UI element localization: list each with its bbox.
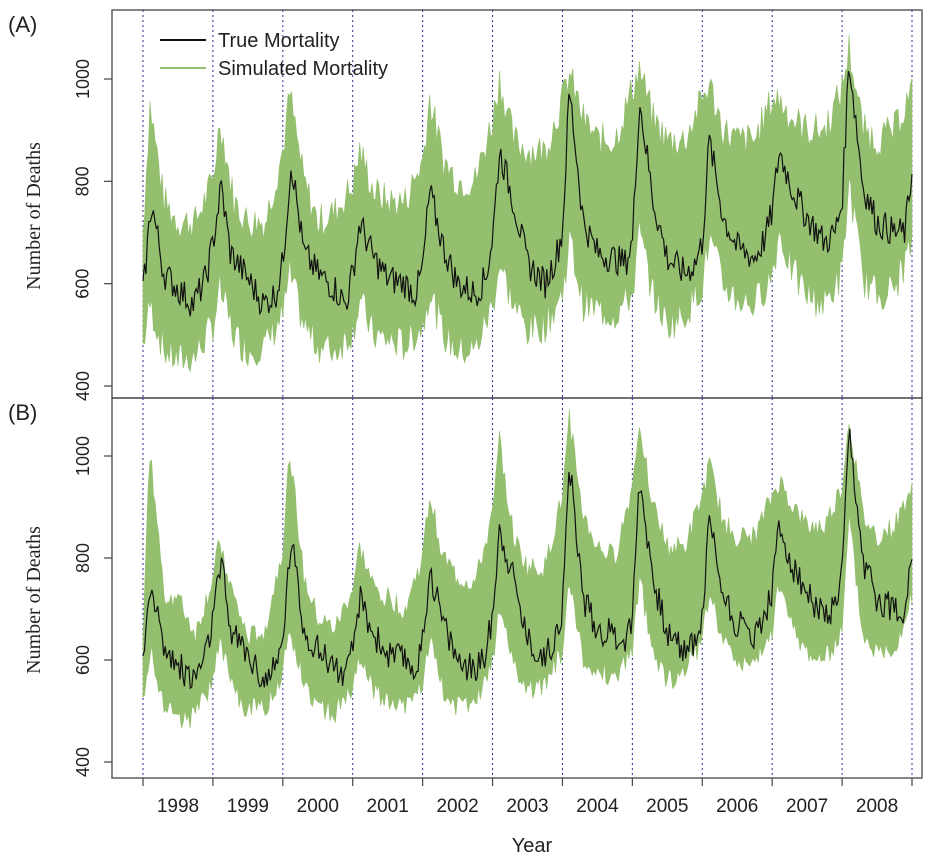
legend: True Mortality Simulated Mortality: [160, 30, 388, 80]
legend-true-label: True Mortality: [218, 30, 340, 52]
x-tick-label-2001: 2001: [367, 796, 409, 817]
panel-a-y-axis: 400 600 800 1000: [73, 59, 112, 401]
y-tick-label-800: 800: [73, 543, 93, 573]
y-tick-label-400: 400: [73, 371, 93, 401]
x-tick-label-1998: 1998: [157, 796, 199, 817]
x-tick-label-2008: 2008: [856, 796, 898, 817]
panel-b-y-axis-label: Number of Deaths: [23, 526, 45, 674]
y-tick-label-800: 800: [73, 166, 93, 196]
simulated-mortality-band: [142, 409, 913, 729]
x-tick-label-1999: 1999: [227, 796, 269, 817]
panel-b-simulated-band: [142, 409, 913, 729]
panel-a-y-axis-label: Number of Deaths: [23, 142, 45, 290]
x-axis: 1998 1999 2000 2001 2002 2003 2004 2005 2006 2007…: [142, 778, 913, 817]
panel-a: 400 600 800 1000 (A) Number of Deaths True …: [8, 9, 923, 401]
x-tick-label-2006: 2006: [716, 796, 758, 817]
y-tick-label-1000: 1000: [73, 436, 93, 476]
x-tick-label-2003: 2003: [506, 796, 548, 817]
x-tick-label-2000: 2000: [297, 796, 339, 817]
x-tick-label-2004: 2004: [576, 796, 619, 817]
panel-b-frame: [111, 397, 923, 779]
true-mortality-line: [142, 428, 913, 690]
x-tick-label-2002: 2002: [436, 796, 478, 817]
panel-a-label: (A): [8, 12, 37, 37]
x-axis-label: Year: [512, 835, 553, 857]
y-tick-label-600: 600: [73, 269, 93, 299]
legend-simulated-label: Simulated Mortality: [218, 58, 388, 80]
y-tick-label-600: 600: [73, 645, 93, 675]
panel-b-label: (B): [8, 400, 37, 425]
panel-a-true-line: [142, 71, 913, 317]
panel-b-y-axis: 400 600 800 1000: [73, 436, 112, 777]
panel-b-true-line: [142, 428, 913, 690]
true-mortality-line: [142, 71, 913, 317]
x-tick-label-2007: 2007: [786, 796, 828, 817]
panel-b: 400 600 800 1000 (B) Number of Deaths: [8, 397, 923, 779]
y-tick-label-1000: 1000: [73, 59, 93, 99]
y-tick-label-400: 400: [73, 747, 93, 777]
x-tick-label-2005: 2005: [646, 796, 688, 817]
